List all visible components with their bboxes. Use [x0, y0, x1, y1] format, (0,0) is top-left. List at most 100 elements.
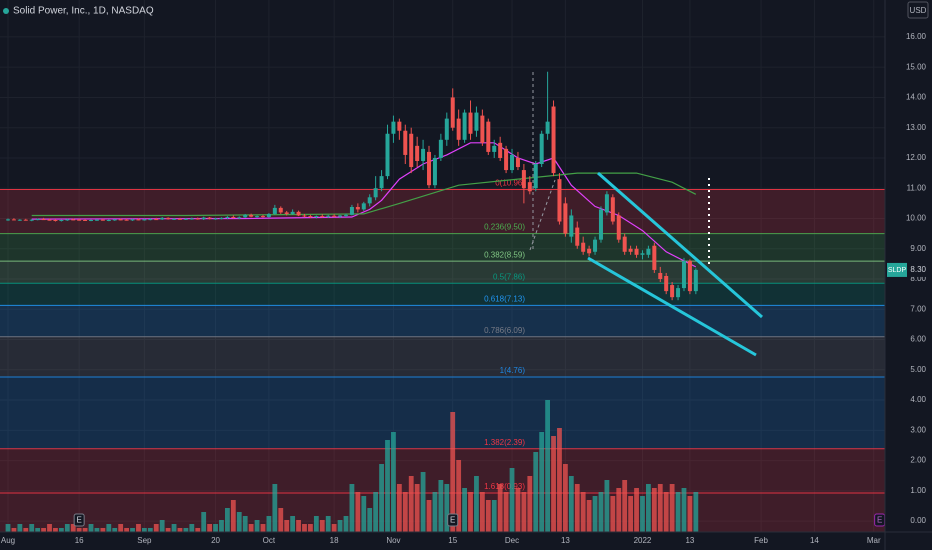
- candle-body: [551, 106, 556, 174]
- last-price-tag: [907, 262, 931, 277]
- volume-bar: [574, 484, 580, 532]
- fib-level-label: 0.5(7.86): [493, 272, 525, 281]
- volume-bar: [331, 524, 337, 532]
- fib-band: [0, 336, 885, 378]
- candle-body: [462, 112, 467, 140]
- earnings-label: E: [76, 516, 81, 525]
- candle-body: [59, 220, 64, 222]
- candle-body: [515, 157, 520, 168]
- volume-bar: [225, 508, 230, 532]
- drawings: [529, 72, 763, 357]
- y-tick-label: 9.00: [910, 244, 926, 253]
- wedge-upper-line: [597, 171, 763, 319]
- volume-bar: [616, 488, 622, 532]
- volume-bar: [420, 472, 426, 532]
- volume-bar: [396, 484, 402, 532]
- volume-bar: [112, 528, 118, 532]
- candle-body: [510, 154, 515, 171]
- candle-body: [189, 218, 194, 220]
- volume-bar: [171, 524, 177, 532]
- volume-bar: [308, 524, 313, 532]
- candle-body: [349, 206, 354, 215]
- volume-bar: [219, 520, 224, 532]
- candle-body: [296, 211, 301, 216]
- volume-bar: [634, 488, 639, 532]
- candle-body: [255, 216, 260, 218]
- x-tick-label: Dec: [505, 536, 519, 545]
- volume-bar: [456, 460, 462, 532]
- candle-body: [142, 219, 147, 221]
- volume-bar: [414, 484, 420, 532]
- candle-body: [604, 194, 609, 213]
- candle-body: [575, 227, 580, 246]
- candle-body: [225, 216, 230, 218]
- candle-body: [237, 217, 242, 219]
- x-tick-label: Oct: [263, 536, 276, 545]
- fib-band: [0, 283, 885, 306]
- y-tick-label: 10.00: [906, 214, 927, 223]
- volume-bar: [248, 524, 254, 532]
- candle-body: [118, 219, 123, 221]
- volume-bar: [527, 476, 533, 532]
- volume-bar: [474, 476, 479, 532]
- volume-bar: [159, 520, 165, 532]
- y-tick-label: 15.00: [906, 62, 927, 71]
- candle-body: [11, 219, 16, 221]
- candle-body: [355, 206, 360, 210]
- volume-bar: [497, 484, 503, 532]
- volume-bar: [189, 524, 195, 532]
- candle-body: [421, 148, 426, 161]
- volume-bar: [402, 492, 408, 532]
- currency-box[interactable]: [907, 1, 929, 19]
- volume-bar: [130, 528, 135, 532]
- candle-body: [100, 219, 105, 221]
- candle-body: [385, 133, 390, 177]
- volume-bar: [302, 524, 307, 532]
- volume-bar: [462, 488, 467, 532]
- x-tick-label: 18: [330, 536, 339, 545]
- volume-bar: [687, 496, 693, 532]
- volume-bar: [47, 524, 52, 532]
- candle-body: [17, 219, 22, 221]
- volume-bar: [201, 512, 207, 532]
- x-tick-label: 15: [448, 536, 457, 545]
- candle-body: [581, 242, 586, 252]
- candle-body: [260, 216, 265, 218]
- candle-body: [94, 219, 99, 221]
- fib-level-label: 0.236(9.50): [484, 223, 525, 232]
- volume-bar: [325, 516, 331, 532]
- volume-bar: [479, 492, 485, 532]
- volume-bar: [88, 524, 94, 532]
- volume-bar: [41, 528, 46, 532]
- volume-bar: [373, 492, 379, 532]
- y-tick-label: 6.00: [910, 335, 926, 344]
- currency[interactable]: USD: [910, 6, 927, 15]
- volume-bar: [355, 492, 361, 532]
- candle-body: [681, 260, 686, 289]
- volume-bar: [319, 520, 325, 532]
- earnings-label: E: [877, 516, 882, 525]
- candle-body: [219, 217, 224, 219]
- candle-body: [148, 219, 153, 221]
- candle-body: [569, 215, 574, 237]
- volume-bar: [349, 484, 355, 532]
- candle-body: [403, 130, 408, 155]
- volume-bar: [432, 492, 438, 532]
- x-tick-label: 13: [685, 536, 694, 545]
- candle-body: [693, 269, 698, 292]
- fib-band: [0, 261, 885, 284]
- y-tick-label: 8.00: [910, 274, 926, 283]
- volume-bar: [35, 528, 41, 532]
- candle-body: [332, 215, 337, 217]
- fib-level-label: 0(10.96): [495, 179, 525, 188]
- candle-body: [207, 217, 212, 219]
- last-price-label: 8.30: [910, 265, 926, 274]
- candle-body: [53, 220, 58, 222]
- y-tick-label: 5.00: [910, 365, 926, 374]
- candle-body: [598, 209, 603, 240]
- candle-body: [124, 219, 129, 221]
- fib-band: [0, 377, 885, 449]
- volume-bar: [177, 528, 183, 532]
- x-tick-label: 14: [810, 536, 819, 545]
